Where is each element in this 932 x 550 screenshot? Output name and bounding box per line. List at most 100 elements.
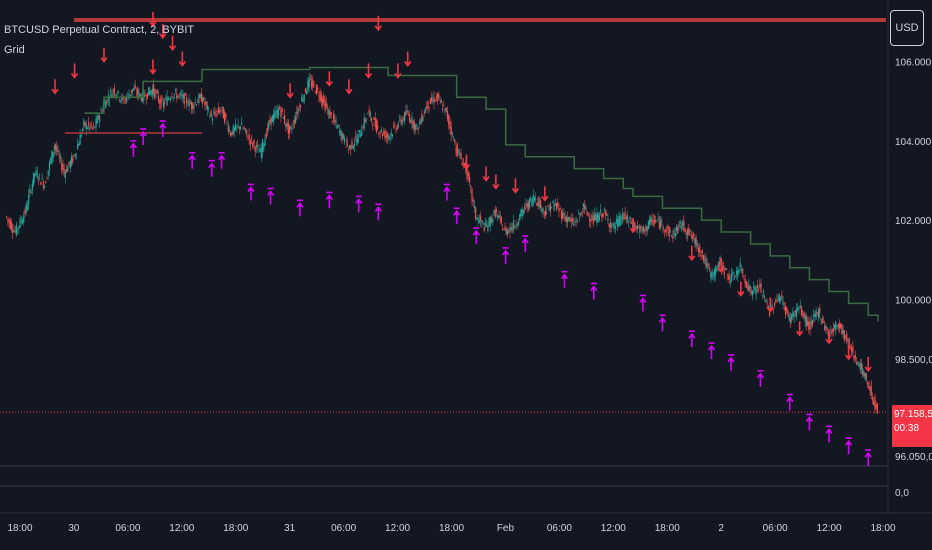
candle-body [653,220,656,224]
candle-body [350,145,352,151]
candle-body [357,134,359,143]
candle-body [266,128,269,131]
candle-body [656,220,658,222]
candle-body [106,99,108,104]
candle-body [784,307,787,315]
candle-body [407,114,409,116]
candle-body [286,123,288,127]
sell-signal-arrow [286,83,294,99]
candle-body [743,275,745,277]
candle-body [650,216,652,223]
candle-body [804,315,806,322]
candle-body [548,207,550,211]
grid-layer [0,0,932,514]
candle-body [391,134,393,137]
candle-body [183,93,185,105]
candle-body [139,93,141,96]
candle-body [226,122,228,124]
candle-body [647,220,649,229]
candle-body [52,151,54,158]
buy-signal-arrow [864,449,872,467]
candle-body [274,111,276,119]
candle-body [513,220,515,231]
candle-body [198,94,200,104]
candle-body [756,285,758,289]
time-tick-label: 12:00 [385,523,410,534]
candle-body [150,90,152,94]
candle-body [118,99,120,101]
candle-body [382,133,384,137]
candle-body [88,122,90,126]
buy-signal-arrow [129,140,138,157]
candle-body [726,268,728,270]
candle-body [119,100,122,101]
candle-body [554,204,556,206]
candle-body [603,209,605,211]
candle-body [618,215,620,227]
candle-body [439,100,441,102]
candle-body [811,320,814,326]
candle-body [415,124,417,130]
candle-body [438,95,440,98]
candle-body [253,139,255,145]
candle-body [108,100,111,102]
price-tick-label: 100.000,0 [895,295,932,306]
candle-body [722,262,724,271]
candle-body [604,211,607,215]
candle-body [515,224,517,226]
candle-body [472,199,474,202]
candle-body [297,108,299,114]
candle-body [577,213,580,214]
time-tick-label: 12:00 [817,523,842,534]
candle-body [504,226,506,230]
candle-body [528,197,531,208]
candle-body [587,213,589,215]
candle-body [182,94,184,99]
sub-pane-tick-label: 0,0 [895,488,909,499]
candle-body [231,131,233,136]
trailing-stop-line [84,66,879,322]
candle-body [683,220,685,231]
candle-body [571,218,574,222]
currency-button[interactable]: USD [890,10,924,46]
candle-body [738,269,740,273]
candle-body [418,122,420,123]
buy-signal-arrow [374,203,382,221]
candle-body [288,125,291,134]
candle-body [303,94,305,102]
candle-body [430,97,433,102]
candle-body [875,405,877,408]
candle-body [396,125,398,129]
indicator-label[interactable]: Grid [4,44,25,56]
candle-body [718,262,720,267]
candle-body [651,219,653,225]
candle-body [699,246,701,253]
candle-body [211,118,213,121]
candle-body [824,325,826,331]
candle-body [187,105,189,106]
candle-body [248,134,250,139]
candle-body [92,125,95,127]
candle-body [413,122,416,130]
candle-body [366,118,368,120]
candle-body [519,214,521,221]
candle-body [95,118,97,128]
candle-body [821,318,823,324]
candle-body [866,382,869,385]
candle-body [626,215,629,222]
candle-body [372,124,374,126]
candle-body [710,272,712,278]
candle-body [495,209,498,213]
candle-body [236,126,238,127]
candle-body [753,286,755,289]
candle-body [557,202,559,207]
candle-body [193,105,195,109]
candle-body [565,216,567,222]
candle-body [854,355,856,359]
candle-body [625,217,627,219]
candle-body [642,225,645,232]
candle-body [702,254,705,261]
candle-body [124,98,127,100]
candle-body [175,90,177,91]
